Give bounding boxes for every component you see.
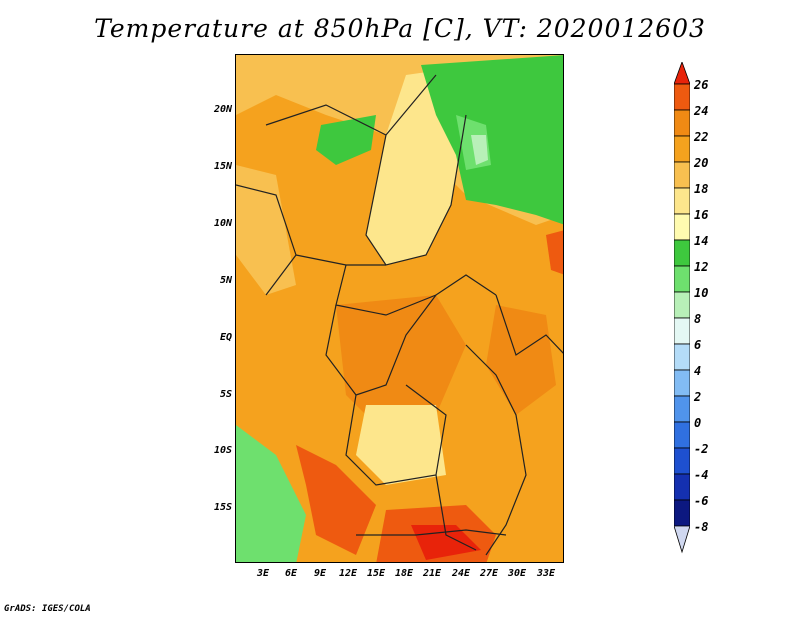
colorbar-segment xyxy=(673,499,691,527)
map-canvas xyxy=(236,55,563,562)
lat-tick: 15N xyxy=(213,161,232,172)
border-line xyxy=(495,294,563,356)
credit-text: GrADS: IGES/COLA xyxy=(4,604,91,614)
coast-field xyxy=(236,165,296,295)
lat-tick: 5S xyxy=(219,389,232,400)
country-borders xyxy=(236,74,563,556)
border-line xyxy=(335,264,497,316)
colorbar-segment xyxy=(673,473,691,501)
colorbar-upper-arrow xyxy=(673,60,691,85)
lat-tick: 10N xyxy=(213,218,232,229)
lon-tick: 6E xyxy=(284,568,298,579)
warm-southwest-field xyxy=(296,445,376,555)
lat-tick: 15S xyxy=(213,502,232,513)
border-line xyxy=(465,344,527,556)
lon-tick: 15E xyxy=(366,568,386,579)
colorbar-label: 6 xyxy=(694,338,702,352)
atlantic-green-field xyxy=(236,425,306,562)
colorbar-label: 24 xyxy=(694,104,709,118)
colorbar-label: -6 xyxy=(694,494,709,508)
colorbar-label: 22 xyxy=(694,130,709,144)
warm-east-patch xyxy=(546,230,563,275)
east-orange-field xyxy=(486,305,556,415)
colorbar-label: 20 xyxy=(694,156,709,170)
green-west-patch xyxy=(316,115,376,165)
colorbar-label: 26 xyxy=(694,78,709,92)
border-line xyxy=(236,184,297,296)
congo-basin-field xyxy=(336,295,466,435)
colorbar-segment xyxy=(673,265,691,293)
border-line xyxy=(345,384,447,486)
border-line xyxy=(435,474,477,551)
lon-tick: 18E xyxy=(394,568,414,579)
colorbar-segment xyxy=(673,135,691,163)
colorbar-segment xyxy=(673,343,691,371)
colorbar-segment xyxy=(673,395,691,423)
colorbar-segment xyxy=(673,83,691,111)
lon-tick: 24E xyxy=(451,568,471,579)
colorbar-lower-arrow xyxy=(673,525,691,554)
southern-light-field xyxy=(356,405,446,485)
colorbar-graphic xyxy=(673,60,691,554)
lat-tick: EQ xyxy=(219,332,232,343)
colorbar-label: 18 xyxy=(694,182,709,196)
colorbar-segment xyxy=(673,317,691,345)
colorbar-label: 16 xyxy=(694,208,709,222)
colorbar-segment xyxy=(673,291,691,319)
lat-tick: 20N xyxy=(213,104,232,115)
colorbar-segment xyxy=(673,239,691,267)
colorbar-segment xyxy=(673,161,691,189)
colorbar-label: -8 xyxy=(694,520,709,534)
lon-tick: 3E xyxy=(256,568,270,579)
colorbar-segment xyxy=(673,447,691,475)
lon-tick: 33E xyxy=(536,568,556,579)
lon-tick: 30E xyxy=(507,568,527,579)
border-line xyxy=(356,529,507,536)
colorbar-segment xyxy=(673,369,691,397)
lat-tick: 5N xyxy=(219,275,232,286)
border-line xyxy=(265,74,437,136)
border-line xyxy=(325,294,437,396)
colorbar-label: 0 xyxy=(694,416,702,430)
colorbar-label: 8 xyxy=(694,312,702,326)
chart-title: Temperature at 850hPa [C], VT: 202001260… xyxy=(94,14,706,43)
colorbar-segment xyxy=(673,213,691,241)
colorbar-label: 2 xyxy=(694,390,702,404)
temperature-map xyxy=(235,54,564,563)
lat-tick: 10S xyxy=(213,445,232,456)
colorbar-label: -2 xyxy=(694,442,709,456)
colorbar-segment xyxy=(673,109,691,137)
colorbar-segment xyxy=(673,421,691,449)
colorbar-label: -4 xyxy=(694,468,709,482)
colorbar-label: 12 xyxy=(694,260,709,274)
lon-tick: 12E xyxy=(338,568,358,579)
colorbar-label: 14 xyxy=(694,234,709,248)
lon-tick: 9E xyxy=(313,568,327,579)
lon-tick: 21E xyxy=(422,568,442,579)
pale-green-patch xyxy=(471,135,488,165)
lon-tick: 27E xyxy=(479,568,499,579)
colorbar-label: 4 xyxy=(694,364,702,378)
colorbar-segment xyxy=(673,187,691,215)
colorbar-label: 10 xyxy=(694,286,709,300)
colorbar xyxy=(673,60,691,556)
green-northeast-field xyxy=(421,55,563,225)
